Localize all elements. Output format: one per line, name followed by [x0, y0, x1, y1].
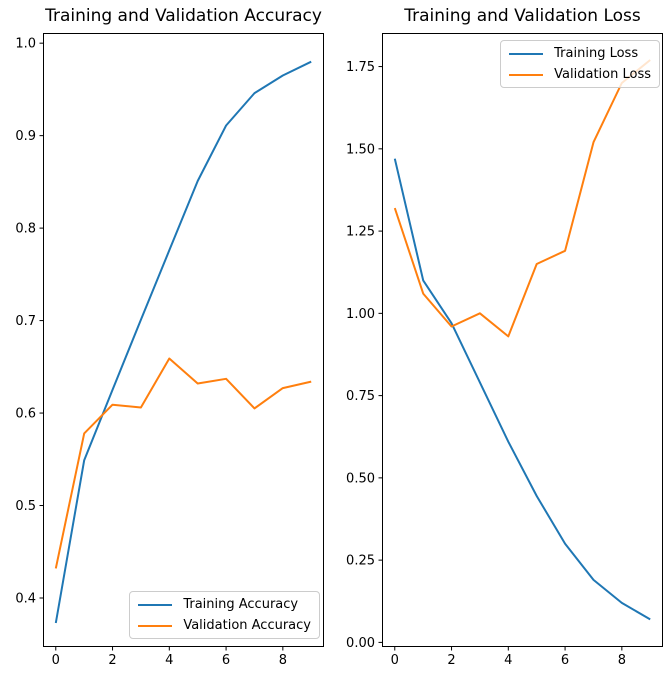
validation-accuracy-line — [54, 357, 312, 569]
y-tick-label: 0.4 — [15, 591, 36, 606]
x-tick-label: 6 — [561, 653, 569, 668]
y-tick-label: 0.6 — [15, 407, 36, 422]
y-tick-label: 0.50 — [346, 471, 375, 486]
y-tick-label: 1.0 — [15, 37, 36, 52]
training-accuracy-line-sample — [138, 603, 173, 606]
y-tick-label: 0.9 — [15, 129, 36, 144]
legend-label: Validation Accuracy — [183, 618, 311, 633]
x-tick-label: 2 — [447, 653, 455, 668]
validation-accuracy-line-sample — [138, 624, 173, 627]
y-tick-label: 0.8 — [15, 222, 36, 237]
x-tick-label: 4 — [165, 653, 173, 668]
legend-label: Training Accuracy — [183, 597, 299, 612]
legend-label: Training Loss — [554, 46, 639, 61]
legend-row: Validation Accuracy — [138, 617, 311, 634]
accuracy-plot-area: 0.4 0.5 0.6 0.7 0.8 0.9 1.0 0 2 4 6 8 — [15, 33, 324, 668]
validation-loss-line-sample — [509, 73, 544, 76]
y-tick-label: 1.00 — [346, 307, 375, 322]
x-tick-label: 8 — [279, 653, 287, 668]
loss-subplot: Training and Validation Loss 0.00 0.25 0.5… — [346, 6, 663, 668]
y-tick-label: 1.75 — [346, 60, 375, 75]
x-tick-label: 0 — [52, 653, 60, 668]
legend-row: Training Loss — [509, 45, 651, 62]
y-tick-label: 0.7 — [15, 314, 36, 329]
x-tick-label: 4 — [504, 653, 512, 668]
y-tick-label: 1.50 — [346, 142, 375, 157]
axes-frame — [382, 33, 663, 647]
axes-frame — [43, 33, 324, 647]
x-tick-label: 0 — [391, 653, 399, 668]
legend-row: Training Accuracy — [138, 596, 311, 613]
x-tick-label: 2 — [108, 653, 116, 668]
accuracy-plot-title: Training and Validation Accuracy — [45, 6, 322, 26]
validation-loss-line — [393, 59, 651, 338]
training-loss-line-sample — [509, 52, 544, 55]
accuracy-legend: Training Accuracy Validation Accuracy — [129, 591, 320, 639]
legend-row: Validation Loss — [509, 66, 651, 83]
training-loss-line — [393, 158, 651, 621]
training-accuracy-line — [54, 60, 312, 624]
loss-legend: Training Loss Validation Loss — [500, 40, 660, 88]
y-tick-label: 0.75 — [346, 389, 375, 404]
loss-plot-area: 0.00 0.25 0.50 0.75 1.00 1.25 1.50 1.75 0 2 4 6 8 — [346, 33, 663, 668]
y-tick-label: 0.5 — [15, 499, 36, 514]
y-tick-label: 0.00 — [346, 636, 375, 651]
x-tick-label: 8 — [618, 653, 626, 668]
x-tick-label: 6 — [222, 653, 230, 668]
loss-plot-title: Training and Validation Loss — [404, 6, 641, 26]
accuracy-subplot: Training and Validation Accuracy 0.4 0.5 0… — [15, 6, 324, 668]
y-tick-label: 0.25 — [346, 554, 375, 569]
legend-label: Validation Loss — [554, 67, 651, 82]
y-tick-label: 1.25 — [346, 225, 375, 240]
